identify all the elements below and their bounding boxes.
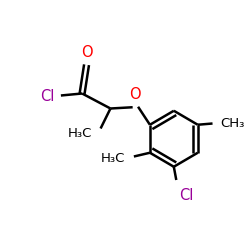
Text: H₃C: H₃C [68, 127, 92, 140]
Text: O: O [81, 45, 92, 60]
Text: CH₃: CH₃ [220, 117, 244, 130]
Text: Cl: Cl [179, 188, 193, 203]
Text: Cl: Cl [40, 88, 55, 104]
Text: O: O [129, 87, 141, 102]
Text: H₃C: H₃C [101, 152, 125, 166]
